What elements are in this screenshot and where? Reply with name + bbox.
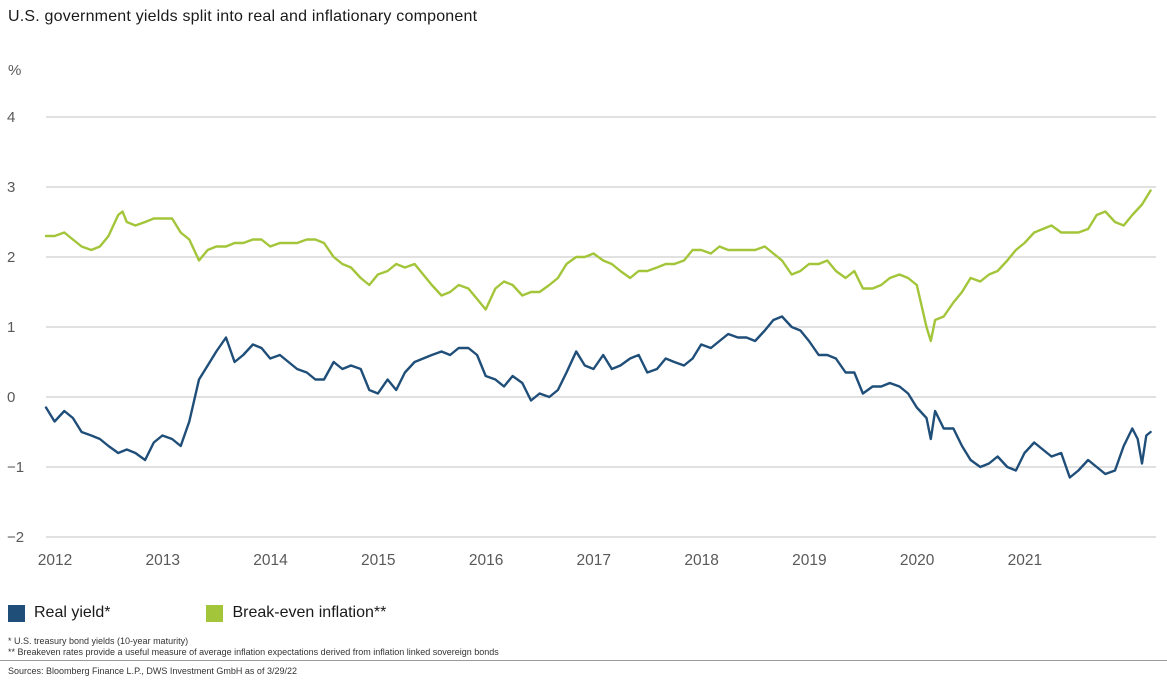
svg-text:0: 0 xyxy=(7,389,15,406)
line-chart: 4 3 2 1 0 −1 −2 2012 2013 2014 2015 2016 2017 2018 201… xyxy=(7,109,1156,569)
divider-line xyxy=(0,660,1167,661)
svg-text:2021: 2021 xyxy=(1008,552,1042,569)
svg-text:2: 2 xyxy=(7,249,15,266)
svg-text:−1: −1 xyxy=(7,459,24,476)
y-axis-unit-label: % xyxy=(8,62,22,79)
legend-label-breakeven: Break-even inflation** xyxy=(232,604,387,621)
svg-text:2012: 2012 xyxy=(38,552,72,569)
footnotes: * U.S. treasury bond yields (10-year mat… xyxy=(8,636,499,658)
svg-text:1: 1 xyxy=(7,319,15,336)
svg-text:3: 3 xyxy=(7,179,15,196)
svg-text:2015: 2015 xyxy=(361,552,395,569)
breakeven-swatch xyxy=(206,604,224,622)
svg-text:−2: −2 xyxy=(7,529,24,546)
footnote-real-yield: * U.S. treasury bond yields (10-year mat… xyxy=(8,636,189,646)
svg-text:2018: 2018 xyxy=(684,552,718,569)
sources-line: Sources: Bloomberg Finance L.P., DWS Inv… xyxy=(8,666,297,676)
svg-text:2019: 2019 xyxy=(792,552,826,569)
legend-label-real-yield: Real yield* xyxy=(34,604,111,621)
svg-text:2016: 2016 xyxy=(469,552,503,569)
legend-item-real-yield: Real yield* xyxy=(8,604,110,622)
page-title: U.S. government yields split into real a… xyxy=(8,8,478,25)
svg-text:2020: 2020 xyxy=(900,552,935,569)
legend: Real yield* Break-even inflation** xyxy=(8,604,386,622)
svg-text:2013: 2013 xyxy=(146,552,180,569)
svg-text:4: 4 xyxy=(7,109,15,126)
svg-text:2014: 2014 xyxy=(253,552,288,569)
footnote-breakeven: ** Breakeven rates provide a useful meas… xyxy=(8,647,499,657)
real-yield-swatch xyxy=(8,604,25,622)
svg-text:2017: 2017 xyxy=(577,552,611,569)
legend-item-breakeven: Break-even inflation** xyxy=(206,604,386,622)
